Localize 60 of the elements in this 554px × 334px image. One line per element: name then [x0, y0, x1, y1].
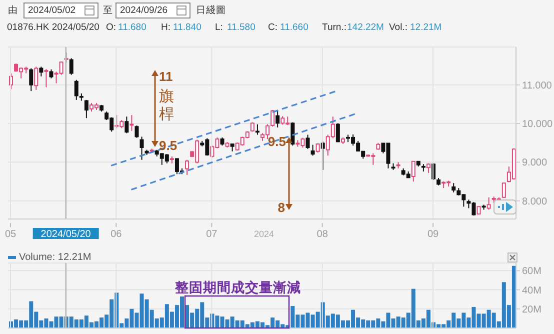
text: Vol.:	[389, 22, 408, 33]
annotation: 9.5	[268, 134, 286, 149]
x-tick-label: 09	[427, 229, 440, 240]
text: 2024/09/26	[120, 5, 168, 16]
y-tick-label: 10.000	[522, 119, 554, 130]
candlestick	[84, 99, 88, 119]
text: 2024	[254, 229, 274, 239]
text: C:	[268, 22, 278, 33]
candlestick	[316, 142, 320, 154]
candlestick	[502, 182, 506, 199]
candlestick	[130, 114, 134, 132]
annotation: 旗桿	[159, 87, 174, 123]
candlestick	[69, 58, 74, 76]
candlestick	[74, 79, 78, 100]
legend-label: Volume: 12.21M	[19, 252, 92, 263]
text: 11.680	[118, 22, 146, 33]
text: L:	[215, 22, 223, 33]
y-tick-label: 20M	[522, 304, 542, 316]
text: 11.660	[280, 22, 308, 33]
candlestick	[411, 160, 416, 182]
candlestick	[486, 196, 491, 210]
candlestick	[29, 68, 34, 92]
candlestick	[452, 182, 456, 193]
y-tick-label: 40M	[522, 285, 542, 296]
x-tick-label: 06	[110, 229, 122, 240]
text: H:	[161, 22, 170, 33]
text: 2024/05/02	[28, 5, 76, 16]
annotation: 11	[159, 69, 173, 84]
annotation: 8	[278, 200, 285, 215]
text: O:	[106, 22, 116, 33]
text: 日綫圖	[196, 4, 226, 16]
y-tick-label: 11.000	[522, 80, 552, 92]
candlestick	[255, 124, 260, 136]
x-tick-label: 07	[206, 229, 218, 240]
x-tick-label: 08	[316, 229, 328, 240]
text: 至	[103, 5, 113, 16]
text: Turn.:	[322, 22, 346, 33]
candlestick	[124, 116, 129, 134]
candlestick	[39, 66, 44, 77]
candlestick	[310, 144, 315, 156]
text: 11.580	[227, 22, 256, 33]
candlestick	[44, 68, 48, 88]
y-tick-label: 9.000	[522, 158, 548, 169]
text: 01876.HK 2024/05/20	[7, 22, 100, 33]
y-tick-label: 60M	[522, 266, 542, 278]
candlestick	[336, 122, 340, 143]
annotation: 整固期間成交量漸減	[174, 279, 301, 296]
candlestick	[276, 110, 280, 128]
text: 11.840	[173, 22, 202, 33]
candlestick	[185, 159, 190, 176]
text: 由	[8, 4, 18, 16]
text: 12.21M	[410, 22, 442, 33]
candlestick	[134, 124, 139, 138]
x-tick-label: 05	[4, 229, 17, 240]
candlestick	[34, 66, 38, 90]
x-tick-label: 2024/05/20	[40, 229, 92, 240]
text: 142.22M	[347, 22, 384, 33]
candlestick	[140, 136, 144, 160]
y-tick-label: 8.000	[522, 196, 548, 208]
candlestick	[306, 134, 310, 150]
